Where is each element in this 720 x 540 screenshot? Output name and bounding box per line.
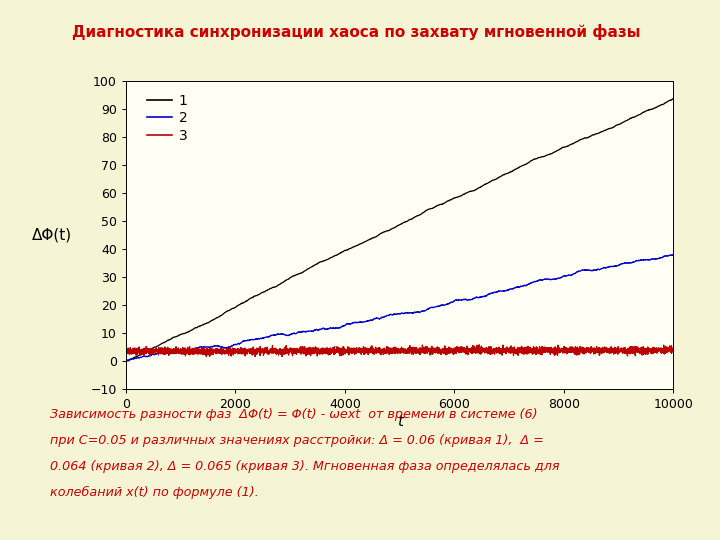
2	[221, 345, 230, 351]
2	[667, 252, 675, 258]
3	[221, 349, 230, 355]
2	[331, 325, 340, 332]
1	[572, 139, 580, 145]
1	[221, 309, 230, 315]
3	[478, 348, 487, 354]
3	[450, 349, 459, 356]
3	[122, 349, 130, 355]
Line: 2: 2	[126, 255, 673, 361]
1	[669, 96, 678, 102]
2	[477, 294, 486, 300]
1	[669, 96, 678, 102]
Line: 3: 3	[126, 345, 673, 357]
Line: 1: 1	[126, 99, 673, 361]
2	[669, 252, 678, 258]
3	[530, 345, 539, 351]
X-axis label: t: t	[397, 414, 402, 429]
Text: 0.064 (кривая 2), Δ = 0.065 (кривая 3). Мгновенная фаза определялась для: 0.064 (кривая 2), Δ = 0.065 (кривая 3). …	[50, 460, 560, 472]
Legend: 1, 2, 3: 1, 2, 3	[144, 91, 190, 145]
2	[572, 269, 580, 276]
2	[450, 298, 459, 304]
Y-axis label: ΔΦ(t): ΔΦ(t)	[32, 227, 72, 242]
3	[474, 341, 483, 348]
Text: при C=0.05 и различных значениях расстройки: Δ = 0.06 (кривая 1),  Δ =: при C=0.05 и различных значениях расстро…	[50, 434, 544, 447]
3	[331, 350, 340, 356]
2	[122, 357, 130, 364]
1	[477, 183, 486, 190]
3	[202, 354, 211, 360]
3	[669, 347, 678, 354]
3	[572, 348, 580, 354]
Text: Диагностика синхронизации хаоса по захвату мгновенной фазы: Диагностика синхронизации хаоса по захва…	[72, 24, 641, 40]
1	[122, 357, 130, 364]
2	[122, 358, 131, 365]
Text: Зависимость разности фаз  ΔΦ(t) = Φ(t) - ωext  от времени в системе (6): Зависимость разности фаз ΔΦ(t) = Φ(t) - …	[50, 408, 538, 421]
1	[330, 252, 339, 259]
1	[450, 195, 459, 201]
1	[530, 156, 539, 163]
2	[530, 278, 539, 285]
Text: колебаний x(t) по формуле (1).: колебаний x(t) по формуле (1).	[50, 485, 259, 498]
